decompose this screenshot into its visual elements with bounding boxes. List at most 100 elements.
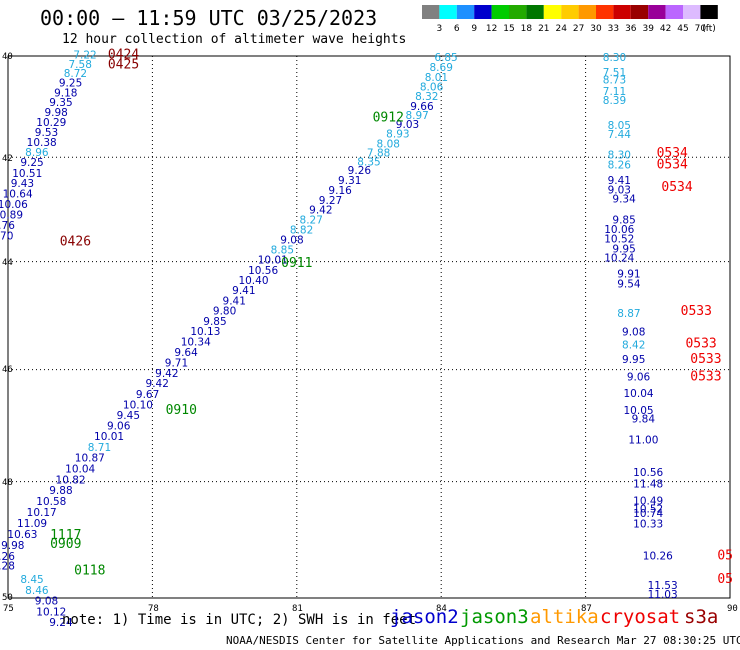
legend-jason3: jason3 xyxy=(460,606,529,628)
wave-height-value: 10.17 xyxy=(27,507,57,519)
wave-height-value: 8.45 xyxy=(20,574,43,586)
wave-height-value: 11.09 xyxy=(17,518,47,530)
wave-height-value: 8.35 xyxy=(357,156,380,168)
wave-height-value: 10.26 xyxy=(643,551,673,563)
lon-label-87: 87 xyxy=(581,604,592,614)
colorbar-swatch xyxy=(561,5,579,19)
wave-height-value: 9.76 xyxy=(0,220,15,232)
pass-time-label: 0912 xyxy=(373,110,404,125)
wave-height-value: 9.03 xyxy=(396,119,419,131)
wave-height-value: 8.01 xyxy=(425,72,448,84)
colorbar-swatch xyxy=(439,5,457,19)
colorbar-unit-label: (ft) xyxy=(702,24,716,34)
wave-height-value: 10.74 xyxy=(633,508,663,520)
wave-height-value: 9.45 xyxy=(117,410,140,422)
wave-height-value: 9.67 xyxy=(136,389,159,401)
pass-time-label: 0533 xyxy=(690,370,721,385)
wave-height-value: 8.87 xyxy=(617,308,640,320)
wave-height-value: 6.85 xyxy=(434,52,457,64)
wave-height-value: 8.27 xyxy=(300,215,323,227)
wave-height-value: 10.01 xyxy=(258,255,288,267)
wave-height-value: 10.04 xyxy=(624,388,654,400)
wave-height-value: 10.52 xyxy=(633,504,663,516)
wave-height-value: 9.18 xyxy=(54,88,77,100)
colorbar-swatch xyxy=(596,5,614,19)
footer-note: note: 1) Time is in UTC; 2) SWH is in fe… xyxy=(62,612,417,628)
colorbar-tick-label: 30 xyxy=(590,24,602,34)
colorbar-tick-label: 33 xyxy=(608,24,619,34)
pass-time-label: 0118 xyxy=(74,563,105,578)
wave-height-value: 9.16 xyxy=(328,185,352,197)
colorbar-tick-label: 70 xyxy=(695,24,707,34)
wave-height-value: 10.87 xyxy=(75,453,105,465)
wave-height-value: 9.41 xyxy=(232,285,255,297)
wave-height-value: 9.28 xyxy=(0,561,15,573)
wave-height-value: 10.12 xyxy=(36,606,66,618)
wave-height-value: 8.08 xyxy=(377,138,400,150)
colorbar-tick-label: 42 xyxy=(660,24,671,34)
wave-height-value: 10.82 xyxy=(56,474,86,486)
wave-height-value: 8.82 xyxy=(290,225,313,237)
wave-height-value: 9.88 xyxy=(49,485,72,497)
lon-label-81: 81 xyxy=(292,604,303,614)
colorbar-tick-label: 45 xyxy=(677,24,688,34)
observation-labels: 7.227.588.729.259.189.359.9810.299.5310.… xyxy=(0,49,678,629)
pass-time-label: 0426 xyxy=(60,235,91,250)
wave-height-value: 9.35 xyxy=(49,97,72,109)
wave-height-value: 10.29 xyxy=(36,117,66,129)
wave-height-value: 10.04 xyxy=(65,463,95,475)
wave-height-value: 9.41 xyxy=(223,295,246,307)
pass-time-label: 0534 xyxy=(657,158,688,173)
wave-height-value: 7.44 xyxy=(608,129,632,141)
wave-height-value: 8.32 xyxy=(415,91,438,103)
wave-height-value: 9.66 xyxy=(410,101,434,113)
lat-label-42: 42 xyxy=(2,154,13,164)
wave-height-value: 8.06 xyxy=(420,82,444,94)
colorbar-swatch xyxy=(543,5,562,19)
wave-height-colorbar: 3 6 9 12 15 18 21 24 27 30 33 36 39 42 45 70(ft) xyxy=(422,5,718,34)
pass-time-label: 0909 xyxy=(50,537,81,552)
lat-label-46: 46 xyxy=(2,365,13,375)
legend-jason2: jason2 xyxy=(390,606,459,628)
colorbar-swatch xyxy=(683,5,701,19)
pass-time-label: 05 xyxy=(717,549,733,564)
wave-height-value: 9.24 xyxy=(49,617,73,629)
wave-height-value: 9.26 xyxy=(0,551,15,563)
wave-height-value: 9.80 xyxy=(213,306,236,318)
pass-time-label: 0533 xyxy=(690,352,721,367)
wave-height-value: 7.58 xyxy=(69,59,92,71)
wave-height-value: 9.26 xyxy=(348,165,372,177)
wave-height-value: 8.05 xyxy=(608,120,631,132)
wave-height-value: 9.08 xyxy=(280,235,303,247)
colorbar-tick-label: 36 xyxy=(625,24,637,34)
wave-height-value: 9.06 xyxy=(627,372,651,384)
wave-height-value: 9.95 xyxy=(622,354,645,366)
wave-height-value: 10.38 xyxy=(27,137,57,149)
colorbar-tick-label: 15 xyxy=(503,24,514,34)
pass-time-label: 05 xyxy=(717,572,733,587)
colorbar-tick-label: 9 xyxy=(471,24,477,34)
wave-height-value: 8.72 xyxy=(64,68,87,80)
lat-label-50: 50 xyxy=(2,593,13,603)
wave-height-value: 7.51 xyxy=(603,67,626,79)
colorbar-swatch xyxy=(648,5,666,19)
colorbar-tick-label: 18 xyxy=(521,24,533,34)
legend-cryosat: cryosat xyxy=(600,606,681,628)
lon-label-90: 90 xyxy=(727,604,738,614)
pass-time-label: 0425 xyxy=(108,57,139,72)
colorbar-tick-label: 21 xyxy=(538,24,549,34)
pass-time-label: 0534 xyxy=(657,146,688,161)
wave-height-value: 10.70 xyxy=(0,230,13,242)
wave-height-value: 10.58 xyxy=(36,496,66,508)
pass-time-label: 0424 xyxy=(108,47,139,62)
wave-height-value: 10.06 xyxy=(604,224,634,236)
colorbar-swatch xyxy=(474,5,492,19)
wave-height-value: 10.24 xyxy=(604,253,634,265)
pass-time-label: 0534 xyxy=(661,180,692,195)
wave-height-value: 11.03 xyxy=(648,589,678,601)
wave-height-value: 9.08 xyxy=(622,327,645,339)
wave-height-value: 9.85 xyxy=(203,316,226,328)
wave-height-value: 10.40 xyxy=(238,275,268,287)
